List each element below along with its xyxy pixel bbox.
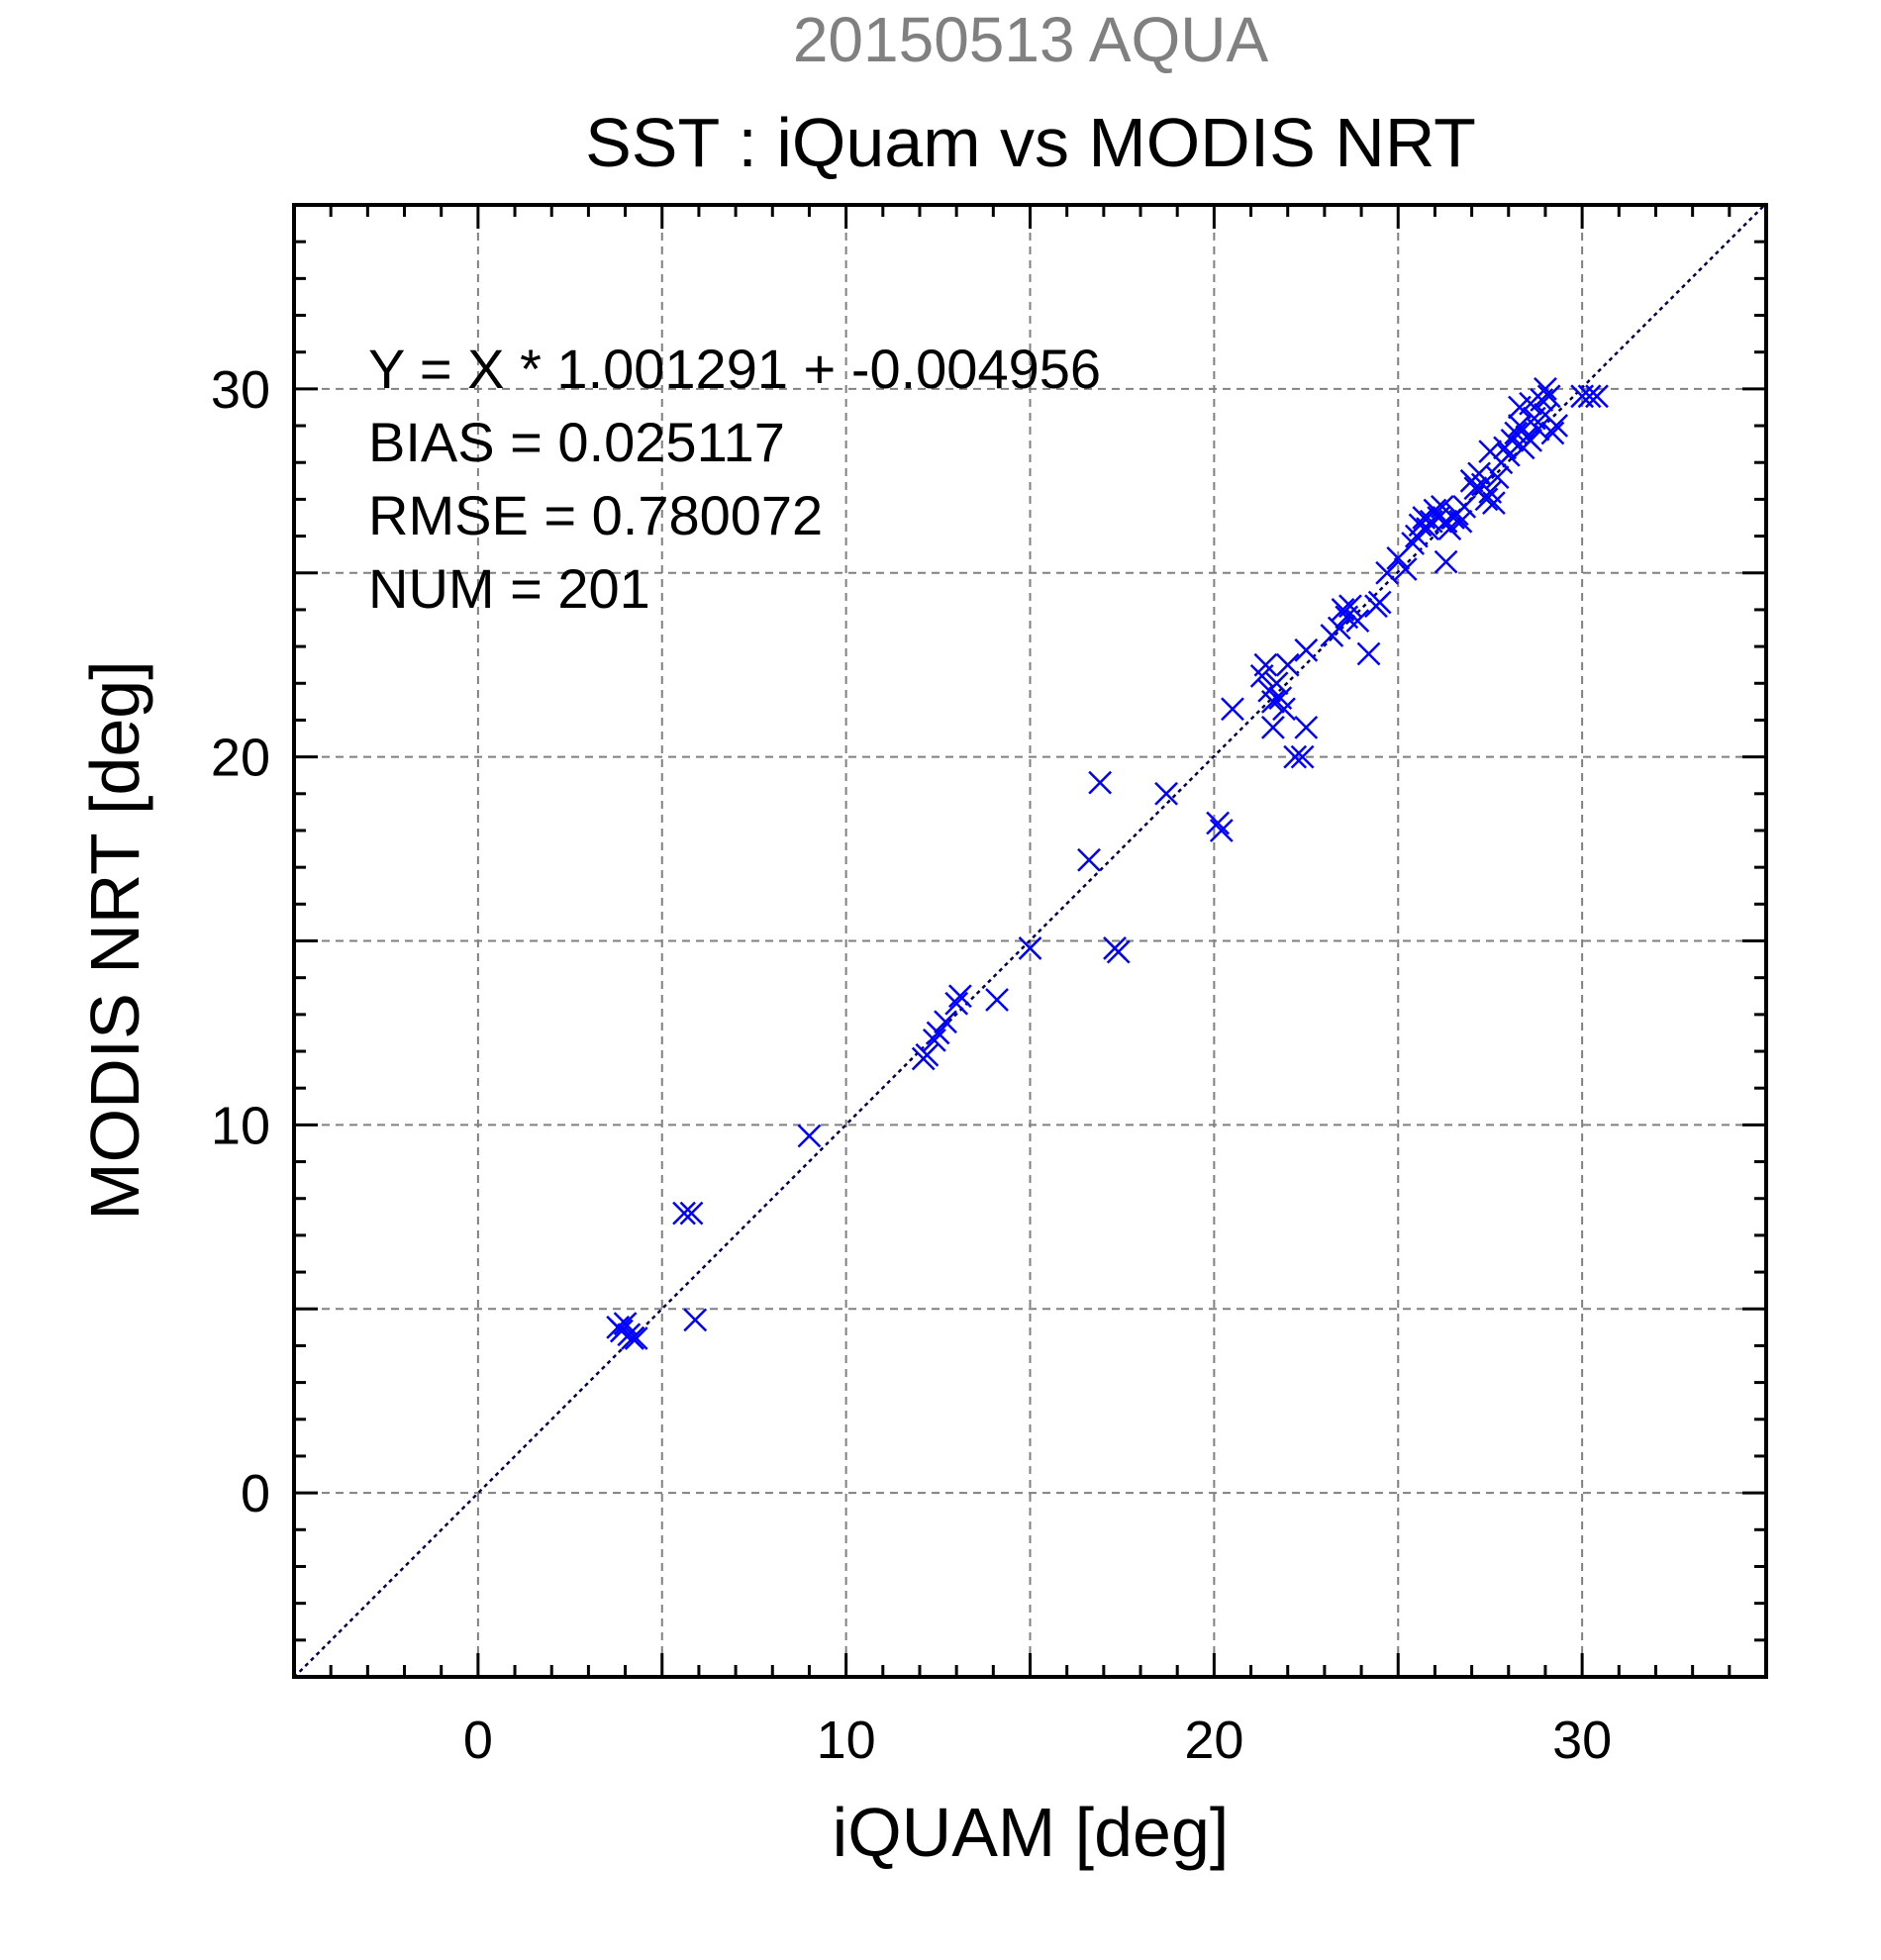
data-point	[944, 991, 969, 1016]
data-point	[797, 1124, 822, 1148]
data-point	[1577, 384, 1602, 409]
data-point	[609, 1319, 634, 1343]
data-point	[1018, 936, 1042, 960]
data-point	[934, 1010, 957, 1034]
data-point	[1327, 616, 1351, 640]
data-point	[1375, 560, 1399, 585]
data-point	[1206, 811, 1230, 835]
data-point	[1260, 716, 1285, 739]
y-tick-label: 10	[211, 1096, 270, 1155]
data-point	[1088, 770, 1113, 795]
data-point	[1474, 487, 1499, 512]
x-tick-label: 20	[1184, 1711, 1243, 1770]
y-axis-label: MODIS NRT [deg]	[76, 660, 153, 1220]
data-point	[1077, 847, 1101, 872]
data-point	[1482, 491, 1506, 516]
data-point	[1448, 509, 1473, 534]
data-point	[1519, 429, 1542, 452]
x-tick-label: 10	[817, 1711, 876, 1770]
plot-frame	[292, 203, 1768, 1679]
data-point	[1294, 716, 1319, 739]
data-point	[1209, 819, 1234, 842]
data-point	[926, 1021, 950, 1045]
data-point	[1544, 414, 1568, 438]
x-axis-label: iQUAM [deg]	[833, 1794, 1230, 1871]
regression-equation: Y = X * 1.001291 + -0.004956	[368, 338, 1101, 400]
data-point	[1283, 744, 1308, 769]
y-tick-label: 30	[211, 360, 270, 420]
stats-box: Y = X * 1.001291 + -0.004956 BIAS = 0.02…	[368, 338, 1101, 620]
data-point	[1345, 609, 1370, 633]
data-points	[606, 376, 1609, 1350]
y-tick-label: 20	[211, 729, 270, 788]
data-point	[1500, 429, 1525, 452]
data-point	[1367, 590, 1392, 615]
data-point	[915, 1042, 940, 1067]
data-point	[1485, 465, 1510, 489]
data-point	[1294, 637, 1319, 662]
data-point	[922, 1028, 946, 1052]
data-point	[947, 984, 972, 1009]
data-point	[624, 1326, 648, 1350]
chart-title: 20150513 AQUA	[793, 4, 1269, 75]
data-point	[1534, 376, 1557, 401]
tick-labels: 0 10 20 30 0 10 20 30	[211, 360, 1612, 1770]
data-point	[1272, 697, 1296, 722]
data-point	[1452, 494, 1477, 519]
x-tick-label: 0	[463, 1711, 493, 1770]
data-point	[1253, 652, 1278, 677]
data-point	[985, 988, 1009, 1012]
data-point	[621, 1326, 644, 1350]
chart-subtitle: SST : iQuam vs MODIS NRT	[585, 104, 1476, 181]
x-tick-label: 30	[1552, 1711, 1612, 1770]
data-point	[1275, 652, 1300, 677]
bias-stat: BIAS = 0.025117	[368, 411, 785, 473]
data-point	[672, 1201, 696, 1225]
data-point	[1356, 641, 1381, 666]
data-point	[1536, 384, 1561, 409]
y-tick-label: 0	[241, 1464, 270, 1523]
data-point	[1338, 594, 1362, 619]
data-point	[1154, 781, 1178, 806]
data-point	[1540, 421, 1565, 445]
num-stat: NUM = 201	[368, 557, 650, 620]
data-point	[679, 1201, 704, 1225]
data-point	[1221, 697, 1244, 722]
rmse-stat: RMSE = 0.780072	[368, 484, 823, 546]
data-point	[1496, 442, 1521, 467]
data-point	[1434, 549, 1458, 574]
data-point	[1260, 689, 1285, 714]
data-point	[1585, 384, 1609, 409]
data-point	[1393, 557, 1418, 581]
data-point	[1290, 744, 1315, 769]
data-point	[1508, 414, 1532, 438]
data-point	[1331, 598, 1355, 622]
data-point	[1526, 417, 1550, 441]
data-point	[683, 1308, 708, 1332]
data-point	[1264, 671, 1289, 696]
data-point	[1106, 939, 1131, 964]
